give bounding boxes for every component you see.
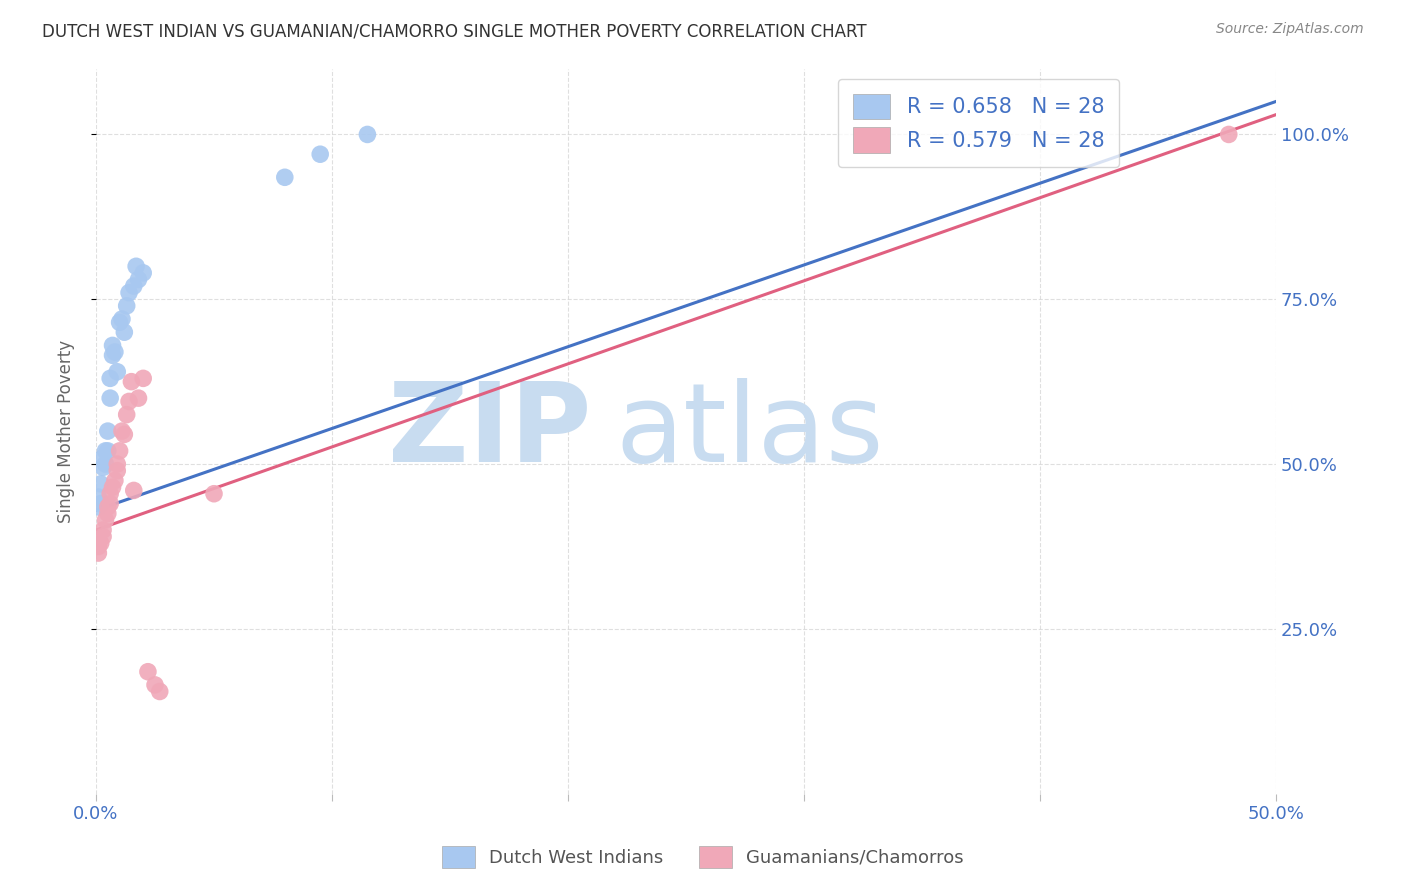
Point — [98, 371, 121, 385]
Point — [91, 460, 114, 475]
Point — [90, 476, 112, 491]
Point — [101, 480, 124, 494]
Text: Source: ZipAtlas.com: Source: ZipAtlas.com — [1216, 22, 1364, 37]
Text: DUTCH WEST INDIAN VS GUAMANIAN/CHAMORRO SINGLE MOTHER POVERTY CORRELATION CHART: DUTCH WEST INDIAN VS GUAMANIAN/CHAMORRO … — [42, 22, 868, 40]
Point — [309, 147, 332, 161]
Point — [122, 279, 145, 293]
Point — [115, 408, 138, 422]
Point — [87, 490, 110, 504]
Point — [202, 487, 225, 501]
Point — [101, 348, 124, 362]
Point — [94, 443, 117, 458]
Point — [122, 483, 145, 498]
Point — [108, 315, 131, 329]
Point — [128, 272, 150, 286]
Point — [97, 500, 120, 514]
Y-axis label: Single Mother Poverty: Single Mother Poverty — [58, 340, 75, 523]
Point — [105, 365, 128, 379]
Point — [111, 312, 134, 326]
Text: atlas: atlas — [616, 377, 884, 484]
Point — [356, 128, 378, 142]
Point — [97, 424, 120, 438]
Text: ZIP: ZIP — [388, 377, 592, 484]
Point — [104, 474, 127, 488]
Point — [91, 523, 114, 537]
Point — [91, 530, 114, 544]
Point — [105, 457, 128, 471]
Point — [108, 443, 131, 458]
Point — [112, 325, 135, 339]
Point — [132, 266, 155, 280]
Point — [87, 546, 110, 560]
Legend: Dutch West Indians, Guamanians/Chamorros: Dutch West Indians, Guamanians/Chamorros — [432, 835, 974, 879]
Point — [98, 391, 121, 405]
Point — [97, 507, 120, 521]
Point — [274, 170, 297, 185]
Point — [118, 394, 141, 409]
Point — [87, 500, 110, 514]
Point — [143, 678, 166, 692]
Point — [118, 285, 141, 300]
Point — [104, 345, 127, 359]
Point — [125, 260, 148, 274]
Point — [105, 464, 128, 478]
Point — [90, 536, 112, 550]
Point — [98, 487, 121, 501]
Point — [136, 665, 159, 679]
Point — [90, 497, 112, 511]
Point — [149, 684, 172, 698]
Point — [120, 375, 142, 389]
Point — [132, 371, 155, 385]
Point — [112, 427, 135, 442]
Point — [94, 457, 117, 471]
Legend: R = 0.658   N = 28, R = 0.579   N = 28: R = 0.658 N = 28, R = 0.579 N = 28 — [838, 78, 1119, 168]
Point — [101, 338, 124, 352]
Point — [128, 391, 150, 405]
Point — [94, 513, 117, 527]
Point — [115, 299, 138, 313]
Point — [1218, 128, 1240, 142]
Point — [111, 424, 134, 438]
Point — [98, 497, 121, 511]
Point — [87, 540, 110, 554]
Point — [97, 443, 120, 458]
Point — [91, 450, 114, 465]
